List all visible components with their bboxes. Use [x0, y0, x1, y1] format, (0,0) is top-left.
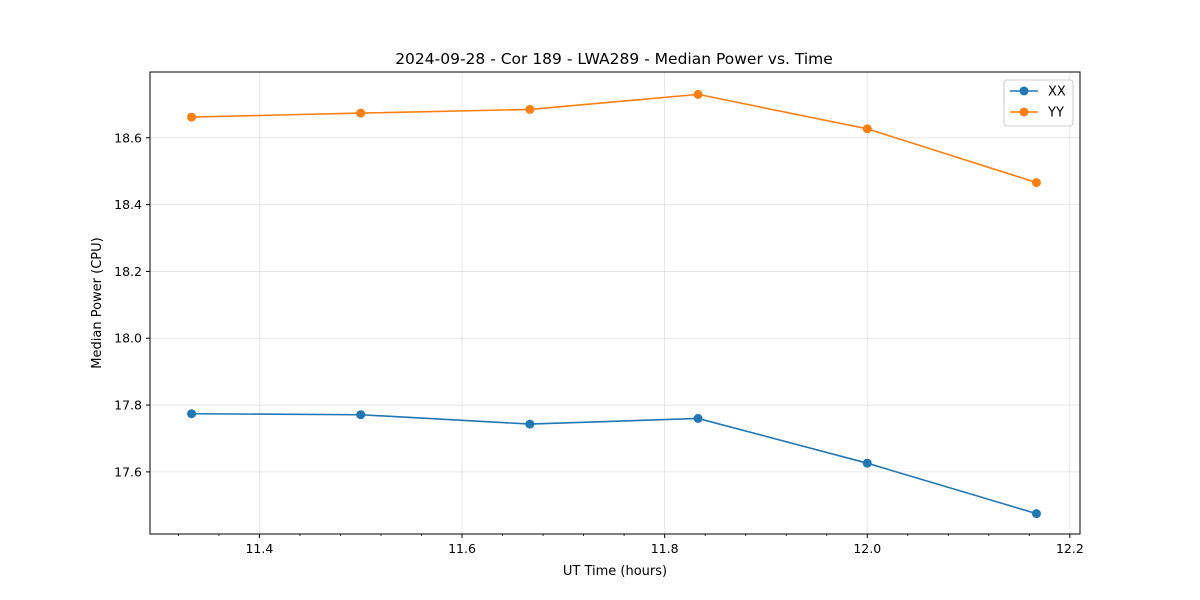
data-point-yy [356, 108, 366, 118]
data-point-xx [187, 409, 197, 419]
x-tick-label: 11.8 [651, 541, 679, 556]
y-axis-label: Median Power (CPU) [90, 237, 105, 368]
y-tick-label: 18.2 [114, 264, 142, 279]
data-point-yy [525, 104, 535, 114]
data-point-xx [693, 413, 703, 423]
y-axis: 17.6 17.8 18.0 18.2 18.4 18.6 [114, 130, 150, 479]
y-tick-label: 18.0 [114, 331, 142, 346]
data-point-yy [862, 124, 872, 134]
y-tick-label: 18.6 [114, 130, 142, 145]
data-point-yy [187, 112, 197, 122]
legend-label-xx: XX [1048, 85, 1066, 100]
chart-title: 2024-09-28 - Cor 189 - LWA289 - Median P… [395, 50, 833, 68]
series-line-yy [191, 93, 1037, 184]
x-axis: 11.4 11.6 11.8 12.0 12.2 [177, 534, 1084, 556]
legend: XX YY [1003, 79, 1074, 127]
y-tick-label: 17.8 [114, 398, 142, 413]
data-point-xx [525, 419, 535, 429]
legend-label-yy: YY [1047, 106, 1064, 121]
data-point-yy [1031, 178, 1041, 188]
y-tick-label: 17.6 [114, 464, 142, 479]
x-tick-label: 11.4 [245, 541, 273, 556]
x-tick-label: 11.6 [448, 541, 476, 556]
legend-marker-yy [1019, 107, 1029, 117]
plot-frame [149, 71, 1081, 535]
legend-marker-xx [1019, 86, 1029, 96]
grid-lines [150, 72, 1080, 534]
data-point-yy [693, 89, 703, 99]
x-axis-label: UT Time (hours) [563, 564, 667, 579]
series-line-xx [191, 412, 1037, 515]
x-tick-label: 12.0 [853, 541, 881, 556]
data-point-xx [1031, 509, 1041, 519]
series-layer [187, 89, 1041, 519]
y-tick-label: 18.4 [114, 197, 142, 212]
data-point-xx [862, 458, 872, 468]
data-point-xx [356, 410, 366, 420]
x-tick-label: 12.2 [1056, 541, 1084, 556]
